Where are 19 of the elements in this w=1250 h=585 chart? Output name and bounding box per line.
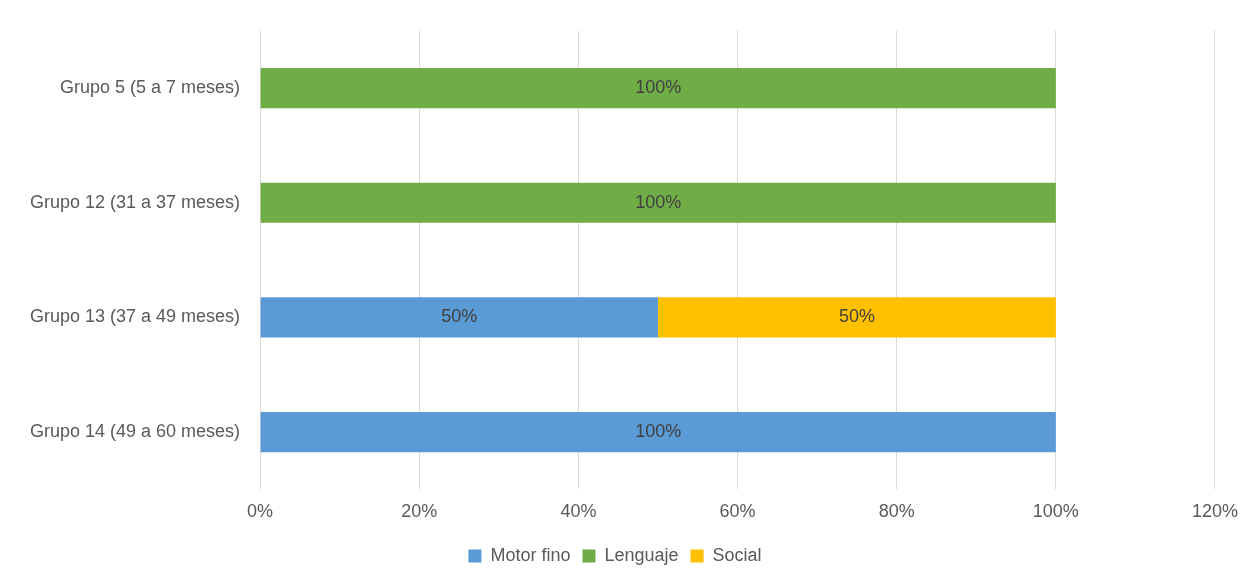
- x-tick-label: 80%: [878, 501, 915, 522]
- legend-label: Lenguaje: [604, 544, 679, 565]
- x-tick-label: 40%: [560, 501, 597, 522]
- x-tick-label: 120%: [1191, 501, 1238, 522]
- y-tick-label: Grupo 5 (5 a 7 meses): [60, 77, 241, 98]
- y-tick-label: Grupo 12 (31 a 37 meses): [29, 191, 241, 212]
- data-label: 50%: [441, 306, 478, 327]
- x-tick-label: 100%: [1032, 501, 1079, 522]
- legend-label: Motor fino: [490, 544, 571, 565]
- data-label: 100%: [635, 421, 682, 442]
- x-tick-label: 60%: [719, 501, 756, 522]
- legend-label: Social: [712, 544, 762, 565]
- data-label: 100%: [635, 191, 682, 212]
- data-label: 100%: [635, 77, 682, 98]
- data-label: 50%: [838, 306, 875, 327]
- x-tick-label: 20%: [401, 501, 438, 522]
- y-tick-label: Grupo 14 (49 a 60 meses): [29, 421, 241, 442]
- x-tick-label: 0%: [247, 501, 274, 522]
- y-tick-label: Grupo 13 (37 a 49 meses): [29, 306, 241, 327]
